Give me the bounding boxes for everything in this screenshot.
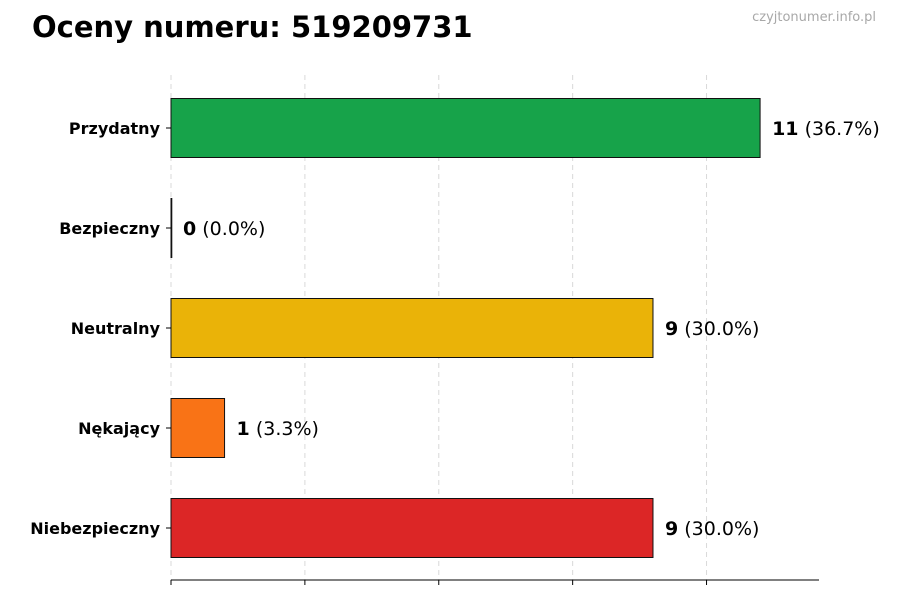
value-count: 9 xyxy=(665,518,678,540)
x-axis xyxy=(166,127,819,585)
value-label: 9 (30.0%) xyxy=(665,518,759,540)
value-label: 11 (36.7%) xyxy=(772,118,880,140)
bar xyxy=(170,298,654,358)
value-percent: (0.0%) xyxy=(196,218,265,240)
value-count: 1 xyxy=(237,418,250,440)
bar xyxy=(170,98,761,158)
value-percent: (3.3%) xyxy=(250,418,319,440)
category-label: Przydatny xyxy=(69,119,161,138)
bar xyxy=(170,398,226,458)
value-percent: (36.7%) xyxy=(799,118,880,140)
labels-group: Przydatny 11 (36.7%) Bezpieczny 0 (0.0%) Neu… xyxy=(30,118,880,540)
value-label: 9 (30.0%) xyxy=(665,318,759,340)
value-label: 1 (3.3%) xyxy=(237,418,319,440)
value-percent: (30.0%) xyxy=(678,318,759,340)
category-label: Nękający xyxy=(78,419,160,438)
source-watermark: czyjtonumer.info.pl xyxy=(752,10,876,25)
category-label: Bezpieczny xyxy=(59,219,160,238)
category-label: Neutralny xyxy=(71,319,161,338)
category-label: Niebezpieczny xyxy=(30,519,160,538)
value-percent: (30.0%) xyxy=(678,518,759,540)
bar xyxy=(170,498,654,558)
chart-title: Oceny numeru: 519209731 xyxy=(32,10,473,44)
value-count: 11 xyxy=(772,118,798,140)
value-count: 0 xyxy=(183,218,196,240)
value-label: 0 (0.0%) xyxy=(183,218,265,240)
bar xyxy=(170,198,173,258)
value-count: 9 xyxy=(665,318,678,340)
